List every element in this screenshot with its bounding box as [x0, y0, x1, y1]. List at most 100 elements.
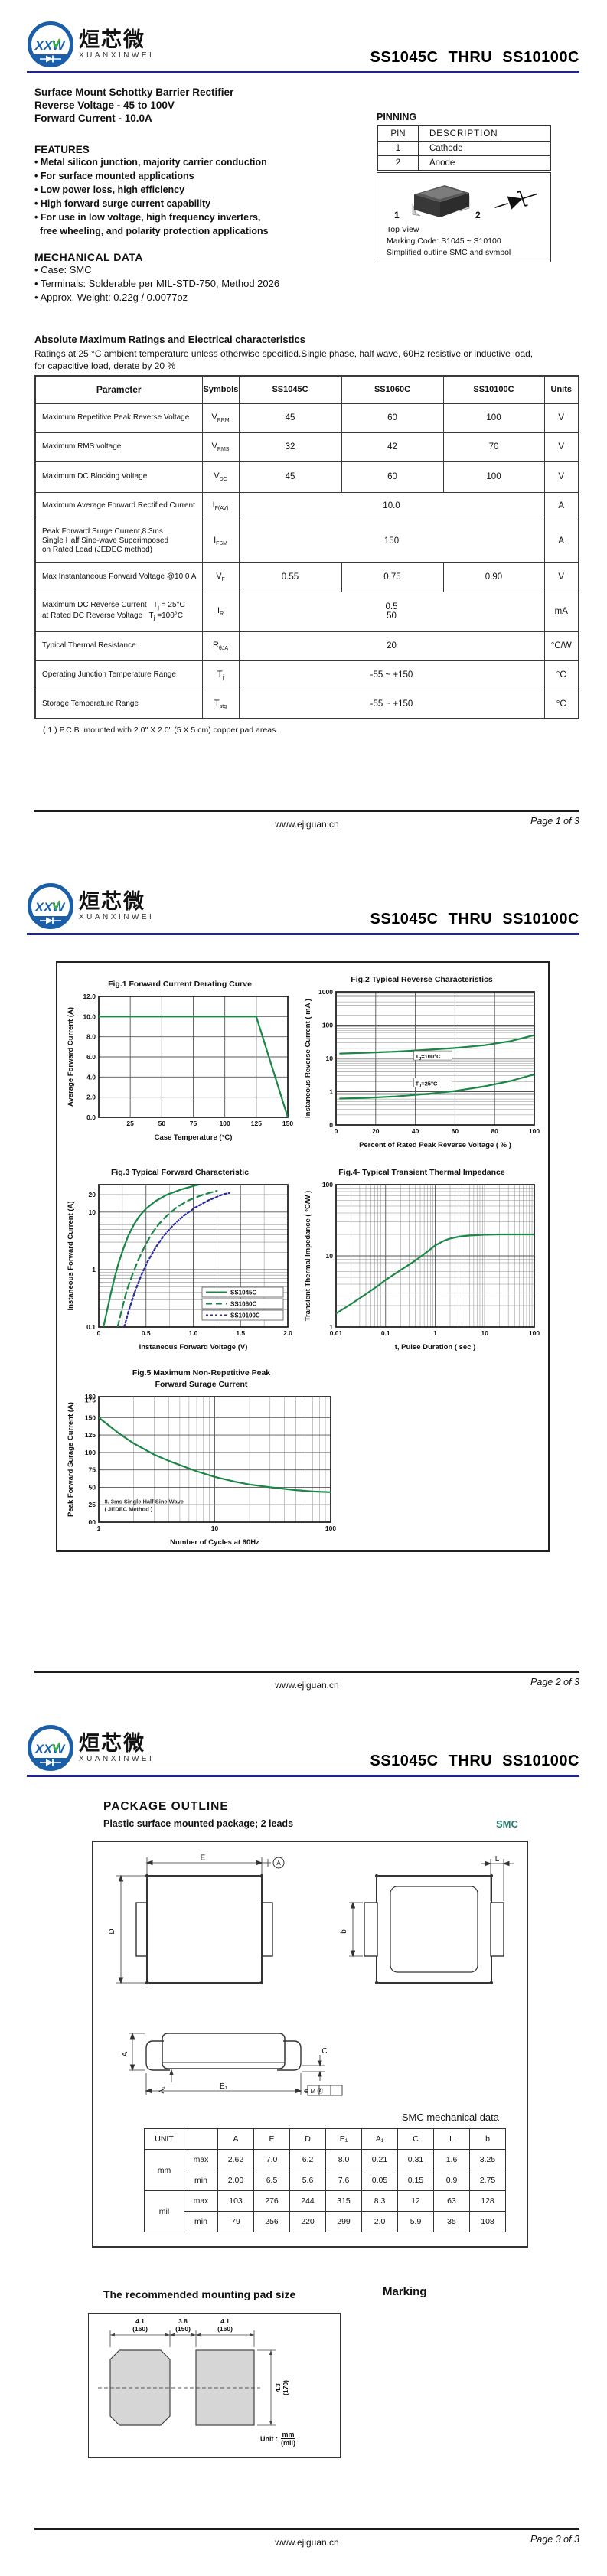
svg-text:XXW: XXW	[34, 38, 67, 53]
dim-label-E1: E₁	[220, 2082, 228, 2091]
series-derating	[99, 1016, 288, 1117]
figure-chart: 0.01 0.1 1 10 100 1 10 100 t, Pulse Duration ( s…	[304, 1181, 540, 1352]
footer-url: www.ejiguan.cn	[275, 819, 339, 830]
company-logo-icon: XXW	[28, 883, 73, 929]
svg-text:XXW: XXW	[34, 1742, 67, 1756]
pinning-header: PIN	[377, 125, 419, 142]
ratings-desc-line: Ratings at 25 °C ambient temperature unl…	[34, 348, 534, 359]
page-number: Page 1 of 3	[530, 816, 579, 827]
page2-footer: Page 2 of 3 www.ejiguan.cn	[34, 1671, 579, 1691]
features-section: FEATURES • Metal silicon junction, major…	[34, 144, 371, 238]
dim-label-A: A	[121, 2051, 129, 2056]
x-tick-label: 0.5	[142, 1329, 151, 1337]
dim-label-C: C	[321, 2047, 327, 2056]
features-list: • Metal silicon junction, majority carri…	[34, 155, 371, 238]
brand-name-cn: 烜芯微	[79, 28, 145, 51]
datum-A-label: A	[276, 1860, 281, 1867]
doc-title: SS1045C THRU SS10100C	[370, 49, 579, 66]
y-tick-label: 0.0	[86, 1114, 96, 1121]
mechanical-list: • Case: SMC • Terminals: Solderable per M…	[34, 263, 371, 305]
x-axis-label: Percent of Rated Peak Reverse Voltage ( …	[359, 1141, 511, 1149]
ratings-row: Peak Forward Surge Current,8.3ms Single H…	[34, 519, 579, 563]
y-tick-label: 10	[326, 1252, 334, 1260]
annotation: TJ=25°C	[416, 1081, 438, 1089]
pin1-label: 1	[394, 210, 400, 220]
feature-item: • For use in low voltage, high frequency…	[34, 212, 261, 223]
y-tick-label: 8.0	[86, 1033, 96, 1041]
ratings-row: Maximum Average Forward Rectified Curren…	[34, 491, 579, 520]
page3-header: XXW 烜芯微 XUANXINWEI SS1045C THRU SS10100C	[27, 1716, 579, 1777]
y-tick-label: 100	[322, 1022, 333, 1029]
series-SS1045C	[103, 1185, 200, 1327]
figure-2: Fig.2 Typical Reverse Characteristics 0 20…	[302, 975, 541, 1154]
package-outline-heading: PACKAGE OUTLINE	[103, 1800, 229, 1813]
figure-chart: 0 0.5 1.0 1.5 2.0 0.1 1 10 20 Instaneous Forward …	[67, 1184, 292, 1352]
company-logo-icon: XXW	[28, 21, 73, 67]
x-tick-label: 20	[372, 1127, 380, 1135]
ratings-header: Parameter	[34, 375, 203, 404]
mech-header: D	[289, 2128, 326, 2150]
doc-title: SS1045C THRU SS10100C	[370, 911, 579, 928]
mounting-pad-box: 4.1 (160) 3.8 (150) 4.1 (160) 4.3 (170) …	[88, 2313, 341, 2458]
dim-label-E: E	[201, 1854, 206, 1863]
mounting-pad-heading: The recommended mounting pad size	[103, 2288, 296, 2300]
legend-label: SS1045C	[230, 1290, 256, 1296]
mech-header: E	[253, 2128, 290, 2150]
ratings-header: SS1045C	[238, 375, 342, 404]
y-tick-label: 100	[322, 1181, 333, 1189]
ratings-header: SS10100C	[442, 375, 545, 404]
mounting-pad-diagram: 4.1 (160) 3.8 (150) 4.1 (160) 4.3 (170)	[98, 2317, 289, 2426]
package-outline-box: 1 2 Top View Marking Code: S1045 ~ S1010…	[377, 172, 551, 262]
mech-table-caption: SMC mechanical data	[401, 2111, 499, 2123]
pad-dim-right-mm: 4.3	[274, 2383, 282, 2392]
x-axis-label: Number of Cycles at 60Hz	[170, 1538, 259, 1547]
ratings-desc-line: for capacitive load, derate by 20 %	[34, 360, 176, 371]
ratings-row: Max Instantaneous Forward Voltage @10.0 …	[34, 562, 579, 592]
figure-title: Fig.5 Maximum Non-Repetitive Peak	[132, 1368, 271, 1378]
ratings-row: Maximum Repetitive Peak Reverse Voltage V…	[34, 403, 579, 433]
x-tick-label: 100	[529, 1127, 540, 1135]
ratings-header: Symbols	[201, 375, 240, 404]
pad-dim-3-mm: 4.1	[220, 2317, 230, 2325]
x-tick-label: 1	[97, 1524, 101, 1532]
figure-title: Fig.2 Typical Reverse Characteristics	[351, 975, 493, 984]
ratings-row: Typical Thermal Resistance RθJA 20 °C/W	[34, 631, 579, 661]
series-surge	[99, 1417, 331, 1493]
ratings-section-intro: Absolute Maximum Ratings and Electrical …	[34, 334, 579, 372]
page1-footer: Page 1 of 3 www.ejiguan.cn	[34, 810, 579, 830]
pinning-label: PINNING	[377, 112, 417, 122]
mech-header: C	[397, 2128, 434, 2150]
y-axis-label: Peak Forward Surage Current (A)	[67, 1402, 75, 1517]
y-tick-label: 1	[92, 1266, 96, 1273]
x-tick-label: 100	[325, 1524, 336, 1532]
y-axis-label: Instaneous Forward Current (A)	[67, 1201, 75, 1310]
summary-line: Surface Mount Schottky Barrier Rectifier	[34, 86, 234, 98]
pinning-table: PIN DESCRIPTION 1 Cathode 2 Anode	[377, 125, 551, 171]
series-SS10100C	[123, 1192, 230, 1327]
package-outline-subtitle: Plastic surface mounted package; 2 leads	[103, 1818, 294, 1829]
pad-dim-1-mil: (160)	[132, 2325, 148, 2333]
y-tick-label: 50	[89, 1483, 96, 1491]
y-tick-label: 175	[85, 1397, 96, 1404]
ratings-table: Parameter Symbols SS1045C SS1060C SS10100C Un…	[34, 375, 579, 719]
mechanical-data-section: MECHANICAL DATA • Case: SMC • Terminals: …	[34, 251, 371, 305]
mechanical-item: • Terminals: Solderable per MIL-STD-750,…	[34, 278, 280, 289]
unit-fraction: mm (mil)	[281, 2431, 295, 2447]
legend-label: SS1060C	[230, 1301, 256, 1308]
page1-header: XXW 烜芯微 XUANXINWEI SS1045C THRU SS10100C	[27, 12, 579, 73]
svg-text:XXW: XXW	[34, 900, 67, 915]
series-Tj=25C	[339, 1073, 534, 1100]
pin2-label: 2	[475, 210, 481, 220]
mech-row: mil max 103 276 244 315 8.3 12 63 128	[144, 2190, 506, 2232]
y-tick-label: 10	[89, 1208, 96, 1216]
x-tick-label: 0.1	[381, 1329, 390, 1337]
pinning-row: 1 Cathode	[377, 141, 551, 156]
schottky-diode-symbol-icon	[494, 191, 537, 210]
series-thermal	[336, 1233, 534, 1315]
y-tick-label: 20	[89, 1191, 96, 1198]
ratings-row: Maximum DC Reverse Current Tj = 25°C at R…	[34, 591, 579, 632]
